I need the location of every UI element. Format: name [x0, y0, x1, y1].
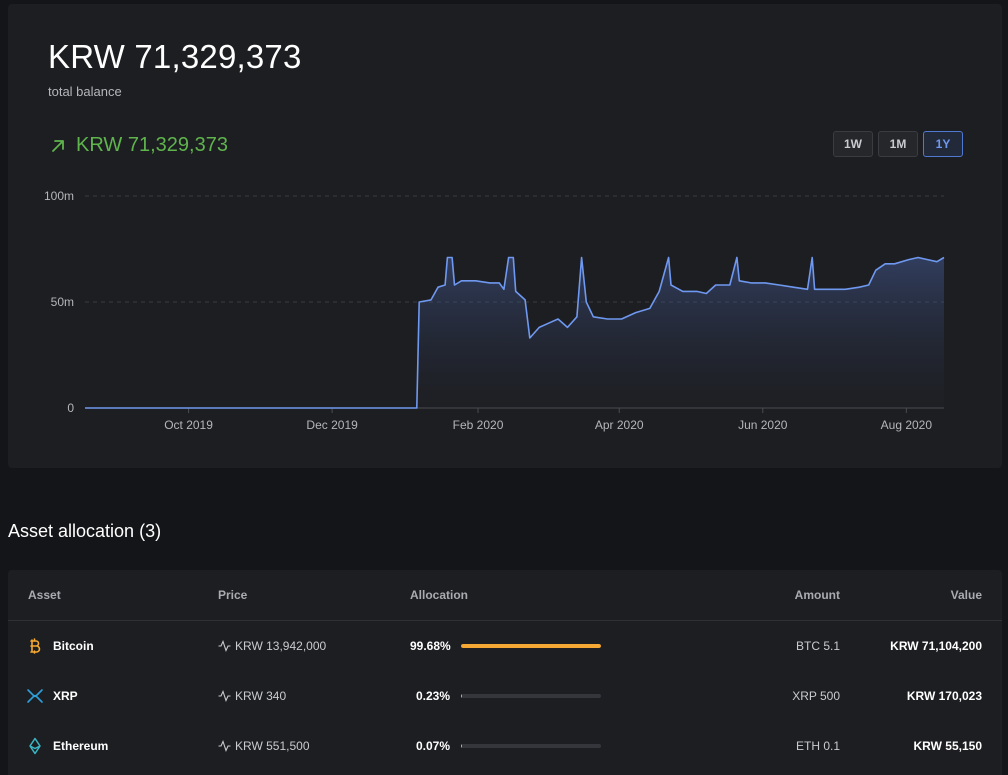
- column-header-value[interactable]: Value: [950, 588, 982, 602]
- balance-chart: 100m 50m 0 Oct 2019 Dec 2019 Feb 2020 Apr 2020…: [44, 189, 945, 432]
- table-header: Asset Price Allocation Amount Value: [8, 570, 1002, 621]
- range-1y-button[interactable]: 1Y: [923, 131, 963, 157]
- allocation-bar: [461, 644, 601, 648]
- table-row[interactable]: XRP KRW 340 0.23% XRP 500 KRW 170,023: [8, 671, 1002, 721]
- column-header-asset[interactable]: Asset: [28, 588, 61, 602]
- allocation-percent: 0.07%: [415, 739, 450, 753]
- balance-area: [85, 257, 944, 408]
- activity-icon: [218, 740, 231, 752]
- asset-name: Bitcoin: [53, 639, 94, 653]
- balance-line: [85, 256, 945, 409]
- asset-value: KRW 170,023: [906, 689, 982, 703]
- allocation-bar-fill: [461, 644, 601, 648]
- table-row[interactable]: Ethereum KRW 551,500 0.07% ETH 0.1 KRW 5…: [8, 721, 1002, 771]
- ethereum-icon: [29, 737, 41, 755]
- column-header-allocation[interactable]: Allocation: [410, 588, 469, 602]
- x-tick-label: Apr 2020: [595, 418, 644, 432]
- y-tick-label: 0: [67, 401, 74, 415]
- asset-price-value: KRW 340: [235, 689, 287, 703]
- asset-allocation-title: Asset allocation (3): [8, 521, 162, 541]
- x-tick-label: Jun 2020: [738, 418, 788, 432]
- asset-name: Ethereum: [53, 739, 109, 753]
- asset-value: KRW 55,150: [913, 739, 982, 753]
- allocation-bar: [461, 694, 601, 698]
- asset-price: KRW 551,500: [218, 739, 310, 753]
- total-balance-label: total balance: [48, 84, 122, 99]
- bitcoin-icon: [30, 638, 41, 654]
- asset-price-value: KRW 13,942,000: [235, 639, 327, 653]
- range-1w-button[interactable]: 1W: [833, 131, 873, 157]
- y-tick-label: 50m: [51, 295, 74, 309]
- asset-amount: ETH 0.1: [795, 739, 840, 753]
- time-range-selector: 1W 1M 1Y: [833, 131, 963, 157]
- asset-name: XRP: [53, 689, 78, 703]
- asset-allocation-table: Asset Price Allocation Amount Value Bitc…: [8, 570, 1002, 775]
- arrow-up-right-icon: [52, 139, 64, 152]
- asset-price: KRW 13,942,000: [218, 639, 326, 653]
- asset-value: KRW 71,104,200: [890, 639, 982, 653]
- x-tick-label: Oct 2019: [164, 418, 213, 432]
- x-tick-label: Feb 2020: [453, 418, 504, 432]
- x-tick-label: Aug 2020: [881, 418, 933, 432]
- column-header-price[interactable]: Price: [218, 588, 248, 602]
- total-balance-value: KRW 71,329,373: [48, 38, 302, 75]
- balance-panel: KRW 71,329,373 total balance KRW 71,329,…: [8, 4, 1002, 468]
- allocation-bar: [461, 744, 601, 748]
- balance-change-value: KRW 71,329,373: [76, 134, 228, 156]
- y-tick-label: 100m: [44, 189, 74, 203]
- asset-price: KRW 340: [218, 689, 286, 703]
- allocation-percent: 99.68%: [410, 639, 451, 653]
- column-header-amount[interactable]: Amount: [794, 588, 840, 602]
- xrp-icon: [27, 689, 43, 703]
- asset-amount: XRP 500: [792, 689, 840, 703]
- asset-price-value: KRW 551,500: [235, 739, 310, 753]
- range-1m-button[interactable]: 1M: [878, 131, 918, 157]
- activity-icon: [218, 690, 231, 702]
- allocation-percent: 0.23%: [415, 689, 450, 703]
- table-row[interactable]: Bitcoin KRW 13,942,000 99.68% BTC 5.1 KR…: [8, 621, 1002, 671]
- x-tick-label: Dec 2019: [306, 418, 358, 432]
- activity-icon: [218, 640, 231, 652]
- asset-amount: BTC 5.1: [795, 639, 840, 653]
- balance-change: KRW 71,329,373: [50, 134, 228, 157]
